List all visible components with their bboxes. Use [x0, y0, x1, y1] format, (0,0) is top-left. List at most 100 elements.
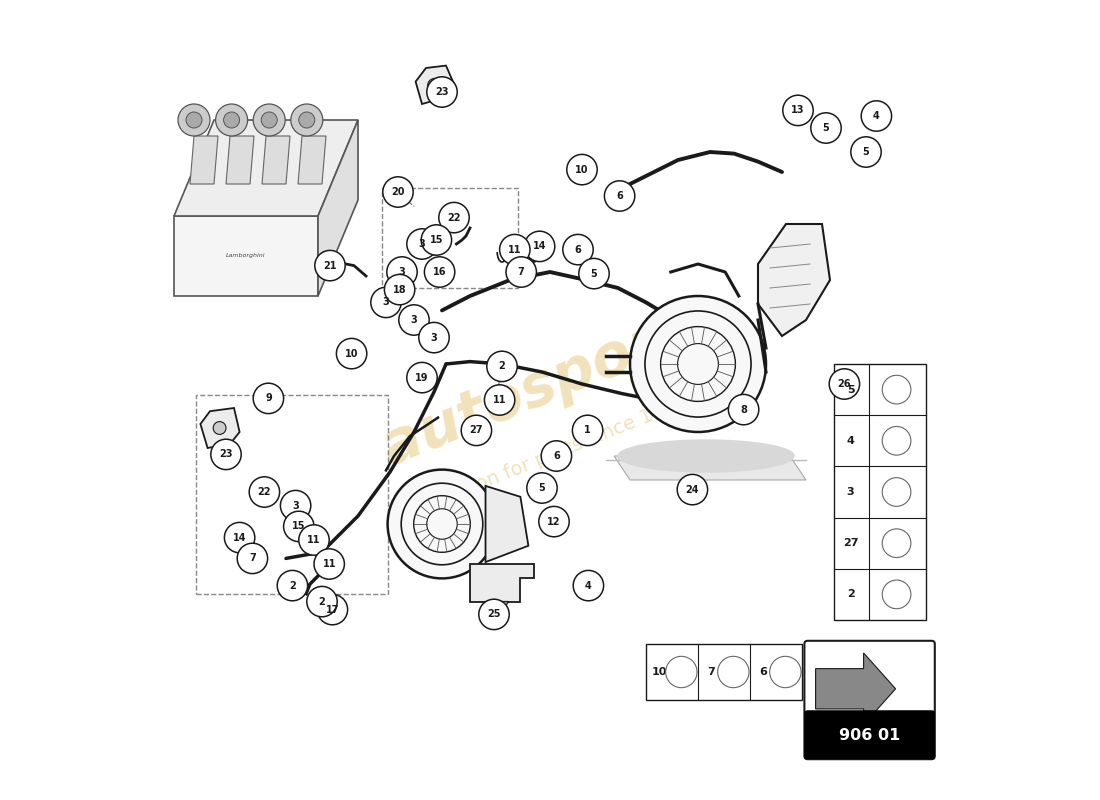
Text: 3: 3	[430, 333, 438, 342]
Text: 15: 15	[430, 235, 443, 245]
Circle shape	[850, 137, 881, 167]
Text: a passion for parts since 1980: a passion for parts since 1980	[410, 392, 690, 520]
Text: 13: 13	[791, 106, 805, 115]
Text: 24: 24	[685, 485, 700, 494]
Circle shape	[178, 104, 210, 136]
Circle shape	[337, 338, 366, 369]
Circle shape	[579, 258, 609, 289]
Circle shape	[728, 394, 759, 425]
Text: 1: 1	[584, 426, 591, 435]
Text: 3: 3	[410, 315, 417, 325]
Text: 18: 18	[393, 285, 406, 294]
Text: 2: 2	[498, 362, 505, 371]
Circle shape	[317, 594, 348, 625]
Circle shape	[829, 369, 859, 399]
Circle shape	[539, 506, 569, 537]
Circle shape	[224, 522, 255, 553]
Circle shape	[425, 257, 454, 287]
Circle shape	[419, 322, 449, 353]
Text: Lamborghini: Lamborghini	[227, 254, 266, 258]
Circle shape	[284, 511, 314, 542]
Text: 11: 11	[493, 395, 506, 405]
Circle shape	[213, 422, 226, 434]
Bar	[382, 188, 518, 288]
Text: 11: 11	[322, 559, 335, 569]
Polygon shape	[318, 120, 358, 296]
Circle shape	[399, 305, 429, 335]
Text: 3: 3	[419, 239, 426, 249]
Circle shape	[427, 77, 458, 107]
Circle shape	[572, 415, 603, 446]
Text: 4: 4	[585, 581, 592, 590]
Circle shape	[506, 257, 537, 287]
Circle shape	[299, 112, 315, 128]
Circle shape	[371, 287, 402, 318]
Circle shape	[461, 415, 492, 446]
Text: 6: 6	[574, 245, 582, 254]
Circle shape	[421, 225, 452, 255]
Circle shape	[407, 229, 437, 259]
Circle shape	[478, 599, 509, 630]
Text: 12: 12	[548, 517, 561, 526]
Polygon shape	[416, 66, 454, 104]
Polygon shape	[815, 653, 895, 725]
Text: 2: 2	[289, 581, 296, 590]
Text: 7: 7	[518, 267, 525, 277]
Circle shape	[299, 525, 329, 555]
Text: 27: 27	[470, 426, 483, 435]
Circle shape	[499, 234, 530, 265]
Circle shape	[861, 101, 892, 131]
Circle shape	[407, 362, 437, 393]
Circle shape	[383, 177, 414, 207]
Circle shape	[487, 351, 517, 382]
Text: 906 01: 906 01	[839, 728, 900, 743]
Circle shape	[387, 470, 496, 578]
Circle shape	[484, 385, 515, 415]
Text: 14: 14	[233, 533, 246, 542]
Circle shape	[387, 257, 417, 287]
Text: 8: 8	[740, 405, 747, 414]
Text: 6: 6	[759, 667, 767, 677]
Text: 15: 15	[293, 522, 306, 531]
Text: 23: 23	[436, 87, 449, 97]
Text: 3: 3	[293, 501, 299, 510]
Circle shape	[573, 570, 604, 601]
Polygon shape	[262, 136, 290, 184]
Polygon shape	[758, 224, 830, 336]
Polygon shape	[200, 408, 240, 448]
Circle shape	[525, 231, 554, 262]
Text: 4: 4	[847, 436, 855, 446]
Circle shape	[253, 104, 285, 136]
Circle shape	[811, 113, 842, 143]
Text: 10: 10	[345, 349, 359, 358]
Ellipse shape	[618, 440, 794, 472]
Text: 22: 22	[257, 487, 271, 497]
FancyBboxPatch shape	[804, 710, 935, 759]
Circle shape	[541, 441, 572, 471]
FancyBboxPatch shape	[804, 641, 935, 759]
Circle shape	[384, 274, 415, 305]
Text: 17: 17	[326, 605, 339, 614]
Circle shape	[428, 78, 442, 93]
Circle shape	[280, 490, 311, 521]
Text: 2: 2	[319, 597, 326, 606]
Bar	[646, 644, 802, 700]
Text: 25: 25	[487, 610, 500, 619]
Circle shape	[439, 202, 470, 233]
Circle shape	[250, 477, 279, 507]
Circle shape	[216, 104, 248, 136]
Text: 7: 7	[707, 667, 715, 677]
Text: 4: 4	[873, 111, 880, 121]
Circle shape	[630, 296, 766, 432]
Text: 3: 3	[383, 298, 389, 307]
Circle shape	[563, 234, 593, 265]
Circle shape	[315, 250, 345, 281]
Text: 19: 19	[416, 373, 429, 382]
Circle shape	[277, 570, 308, 601]
Polygon shape	[484, 602, 508, 618]
Text: 9: 9	[265, 394, 272, 403]
Text: 14: 14	[532, 242, 547, 251]
Circle shape	[527, 473, 558, 503]
Circle shape	[290, 104, 322, 136]
Text: 26: 26	[838, 379, 851, 389]
